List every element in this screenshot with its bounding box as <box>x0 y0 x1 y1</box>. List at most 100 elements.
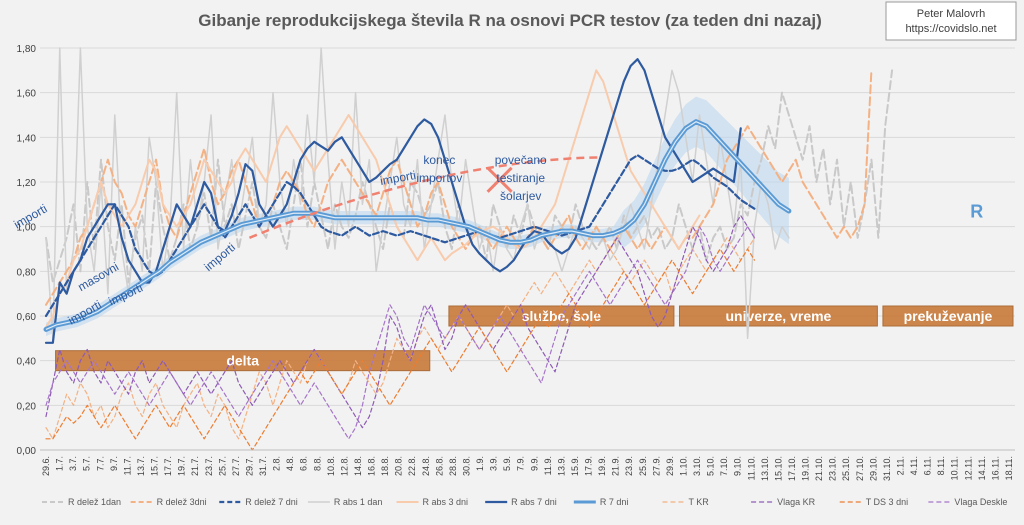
x-tick-label: 2.8. <box>272 456 282 471</box>
series-line <box>45 226 756 440</box>
x-tick-label: 14.11. <box>977 456 987 480</box>
x-tick-label: 20.8. <box>394 456 404 476</box>
axis-layer: 0,00 0,20 0,40 0,60 0,80 1,00 1,20 1,40 1,60 1,80… <box>17 44 1015 481</box>
x-tick-label: 23.9. <box>624 456 634 476</box>
x-tick-label: 12.11. <box>963 456 973 480</box>
legend-label: R abs 1 dan <box>334 497 383 507</box>
x-tick-label: 6.8. <box>299 456 309 471</box>
x-tick-label: 12.8. <box>339 456 349 476</box>
x-tick-label: 8.8. <box>312 456 322 471</box>
x-tick-label: 19.7. <box>177 456 187 476</box>
annotation: povečano <box>495 153 547 167</box>
x-tick-label: 30.8. <box>461 456 471 476</box>
legend: R delež 1dan R delež 3dni R delež 7 dni R a… <box>42 497 1007 507</box>
credit-author: Peter Malovrh <box>917 8 985 20</box>
legend-label: T KR <box>688 497 709 507</box>
series-layer <box>43 47 894 451</box>
x-tick-label: 5.10. <box>706 456 716 476</box>
series-line <box>45 248 756 451</box>
annotation: šolarjev <box>500 189 541 203</box>
x-tick-label: 6.11. <box>923 456 933 475</box>
x-tick-label: 16.8. <box>367 456 377 476</box>
y-tick-label: 1,60 <box>17 89 37 100</box>
x-tick-label: 2.11. <box>895 456 905 475</box>
legend-label: R delež 1dan <box>68 497 121 507</box>
x-tick-label: 25.7. <box>217 456 227 476</box>
x-tick-label: 7.10. <box>719 456 729 476</box>
x-tick-label: 5.9. <box>502 456 512 471</box>
annotation: importov <box>416 171 462 185</box>
x-tick-label: 31.7. <box>258 456 268 476</box>
x-tick-label: 11.9. <box>543 456 553 475</box>
y-tick-label: 0,40 <box>17 357 37 368</box>
x-tick-label: 27.10. <box>855 456 865 481</box>
x-tick-label: 28.8. <box>448 456 458 476</box>
x-tick-label: 10.8. <box>326 456 336 476</box>
x-tick-label: 19.10. <box>801 456 811 481</box>
x-tick-label: 9.7. <box>109 456 119 471</box>
credit-url: https://covidslo.net <box>905 23 996 35</box>
series-line <box>44 58 742 344</box>
x-tick-label: 27.7. <box>231 456 241 476</box>
legend-label: R delež 3dni <box>157 497 207 507</box>
annotation: testiranje <box>496 171 545 185</box>
legend-label: R 7 dni <box>600 497 629 507</box>
x-tick-label: 1.9. <box>475 456 485 471</box>
phase-band-label: univerze, vreme <box>726 308 832 324</box>
x-tick-label: 13.10. <box>760 456 770 481</box>
x-tick-label: 17.7. <box>163 456 173 476</box>
x-tick-label: 14.8. <box>353 456 363 476</box>
x-tick-label: 22.8. <box>407 456 417 476</box>
x-tick-label: 23.7. <box>204 456 214 476</box>
x-tick-label: 15.10. <box>773 456 783 481</box>
x-tick-label: 7.9. <box>516 456 526 471</box>
y-tick-label: 0,60 <box>17 312 37 323</box>
phase-band <box>55 350 431 372</box>
annotation: importi <box>379 168 417 188</box>
phase-band-label: delta <box>226 353 259 369</box>
x-tick-label: 4.11. <box>909 456 919 475</box>
x-tick-label: 17.9. <box>584 456 594 476</box>
series-line <box>45 214 756 429</box>
x-tick-label: 31.10. <box>882 456 892 481</box>
annotation: konec <box>423 153 455 167</box>
legend-label: T DS 3 dni <box>866 497 908 507</box>
x-tick-label: 10.11. <box>950 456 960 480</box>
credit-box-frame <box>885 1 1017 41</box>
x-tick-label: 11.7. <box>122 456 132 475</box>
x-tick-label: 9.10. <box>733 456 743 476</box>
series-line <box>45 69 894 284</box>
x-tick-label: 16.11. <box>990 456 1000 480</box>
x-tick-label: 25.10. <box>841 456 851 481</box>
x-marker-stroke <box>486 166 513 193</box>
x-tick-label: 21.9. <box>611 456 621 476</box>
x-tick-label: 3.10. <box>692 456 702 476</box>
x-tick-label: 29.9. <box>665 456 675 476</box>
x-tick-label: 13.7. <box>136 456 146 476</box>
x-tick-label: 25.9. <box>638 456 648 476</box>
x-tick-label: 13.9. <box>556 456 566 476</box>
x-tick-label: 17.10. <box>787 456 797 481</box>
x-tick-label: 3.7. <box>68 456 78 471</box>
x-tick-label: 7.7. <box>95 456 105 471</box>
x-tick-label: 9.9. <box>529 456 539 471</box>
x-tick-label: 18.8. <box>380 456 390 476</box>
x-tick-label: 3.9. <box>489 456 499 471</box>
x-tick-label: 19.9. <box>597 456 607 476</box>
trend-line <box>248 156 603 239</box>
y-tick-label: 1,40 <box>17 133 37 144</box>
y-tick-label: 1,20 <box>17 178 37 189</box>
legend-label: R abs 3 dni <box>423 497 469 507</box>
x-tick-label: 18.11. <box>1004 456 1014 480</box>
x-tick-label: 21.7. <box>190 456 200 476</box>
r-label: R <box>970 202 983 222</box>
x-tick-label: 4.8. <box>285 456 295 471</box>
x-tick-label: 5.7. <box>82 456 92 471</box>
r7-highlight <box>45 121 790 330</box>
y-tick-label: 1,00 <box>17 223 37 234</box>
x-tick-label: 29.7. <box>244 456 254 476</box>
legend-label: R abs 7 dni <box>511 497 557 507</box>
